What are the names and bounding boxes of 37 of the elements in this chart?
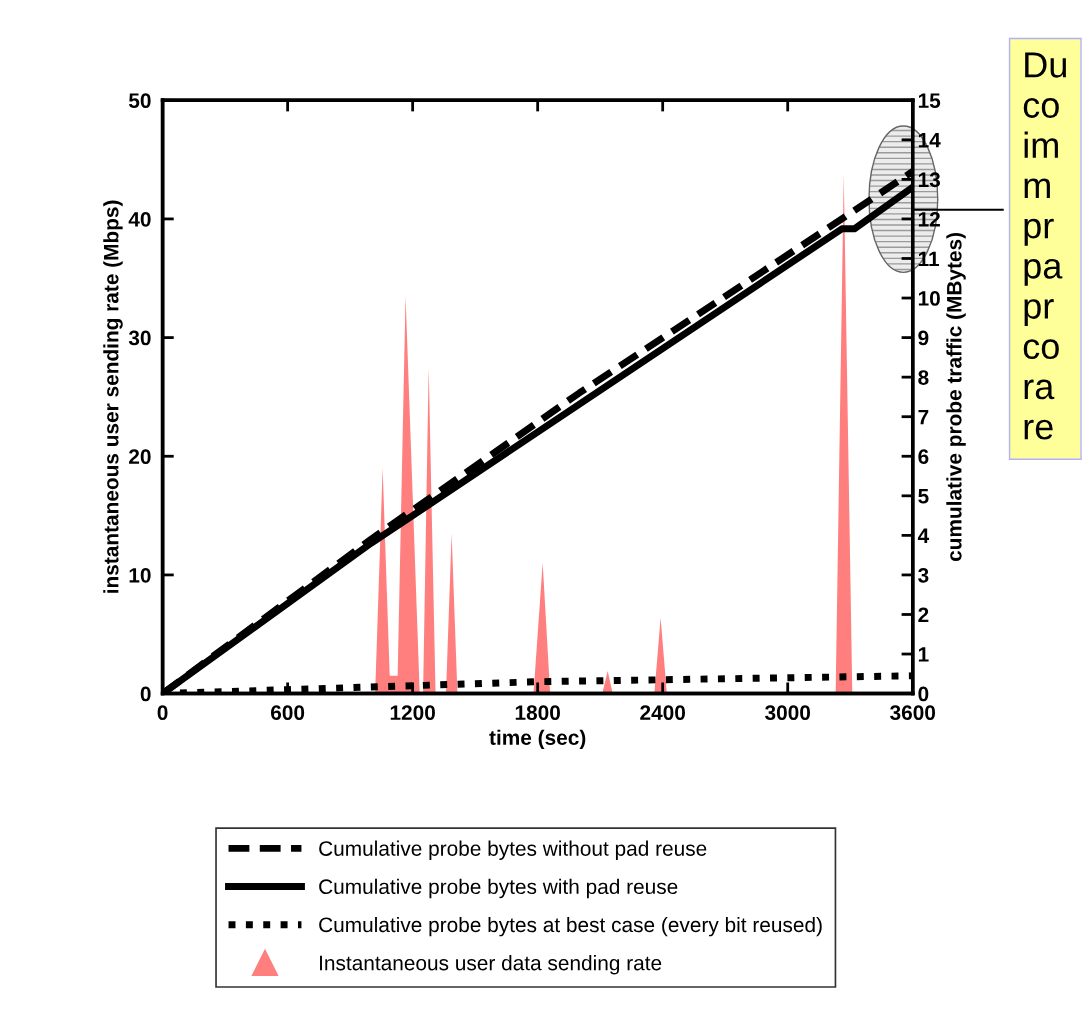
x-tick-label: 1800: [515, 705, 560, 721]
y2-tick-label: 7: [918, 409, 929, 425]
y2-tick-label: 5: [918, 489, 929, 504]
x-axis-title: time (sec): [489, 729, 586, 750]
legend-label: Cumulative probe bytes without pad reuse: [319, 840, 707, 860]
x-tick-label: 2400: [640, 705, 686, 721]
y2-tick-label: 2: [918, 607, 929, 623]
text: Du co im m pr pa pr co ra re: [1023, 52, 1066, 440]
y2-tick-label: 3: [918, 567, 929, 583]
legend-label: Instantaneous user data sending rate: [320, 955, 662, 975]
x-tick-label: 600: [271, 705, 305, 721]
y-tick-label: 20: [129, 449, 151, 465]
y2-tick-label: 15: [918, 93, 941, 109]
y2-tick-label: 4: [917, 528, 930, 543]
legend-label: Cumulative probe bytes with pad reuse: [319, 878, 678, 899]
x-tick-label: 1200: [390, 705, 435, 721]
y2-tick-label: 6: [918, 449, 929, 465]
y2-tick-label: 9: [918, 330, 929, 346]
y2-tick-label: 14: [918, 133, 941, 148]
y-tick-label: 0: [140, 686, 151, 702]
y-axis-title: instantaneous user sending rate (Mbps): [103, 200, 123, 593]
x-tick-label: 3000: [765, 705, 811, 721]
y2-tick-label: 8: [918, 370, 929, 385]
y2-tick-label: 11: [918, 251, 940, 267]
y-tick-label: 30: [128, 330, 151, 346]
y2-tick-label: 13: [918, 172, 941, 188]
y-tick-label: 10: [129, 567, 151, 583]
x-tick-label: 3600: [890, 705, 936, 721]
x-tick-label: 0: [157, 705, 168, 721]
y2-tick-label: 10: [918, 291, 940, 306]
y2-tick-label: 0: [918, 686, 929, 702]
y2-axis-title: cumulative probe traffic (MBytes): [946, 232, 966, 562]
y2-tick-label: 1: [918, 647, 929, 662]
y-tick-label: 50: [128, 93, 151, 109]
y2-tick-label: 12: [918, 211, 940, 227]
legend-label: Cumulative probe bytes at best case (every bit reused): [319, 916, 822, 937]
y-tick-label: 40: [128, 211, 151, 227]
